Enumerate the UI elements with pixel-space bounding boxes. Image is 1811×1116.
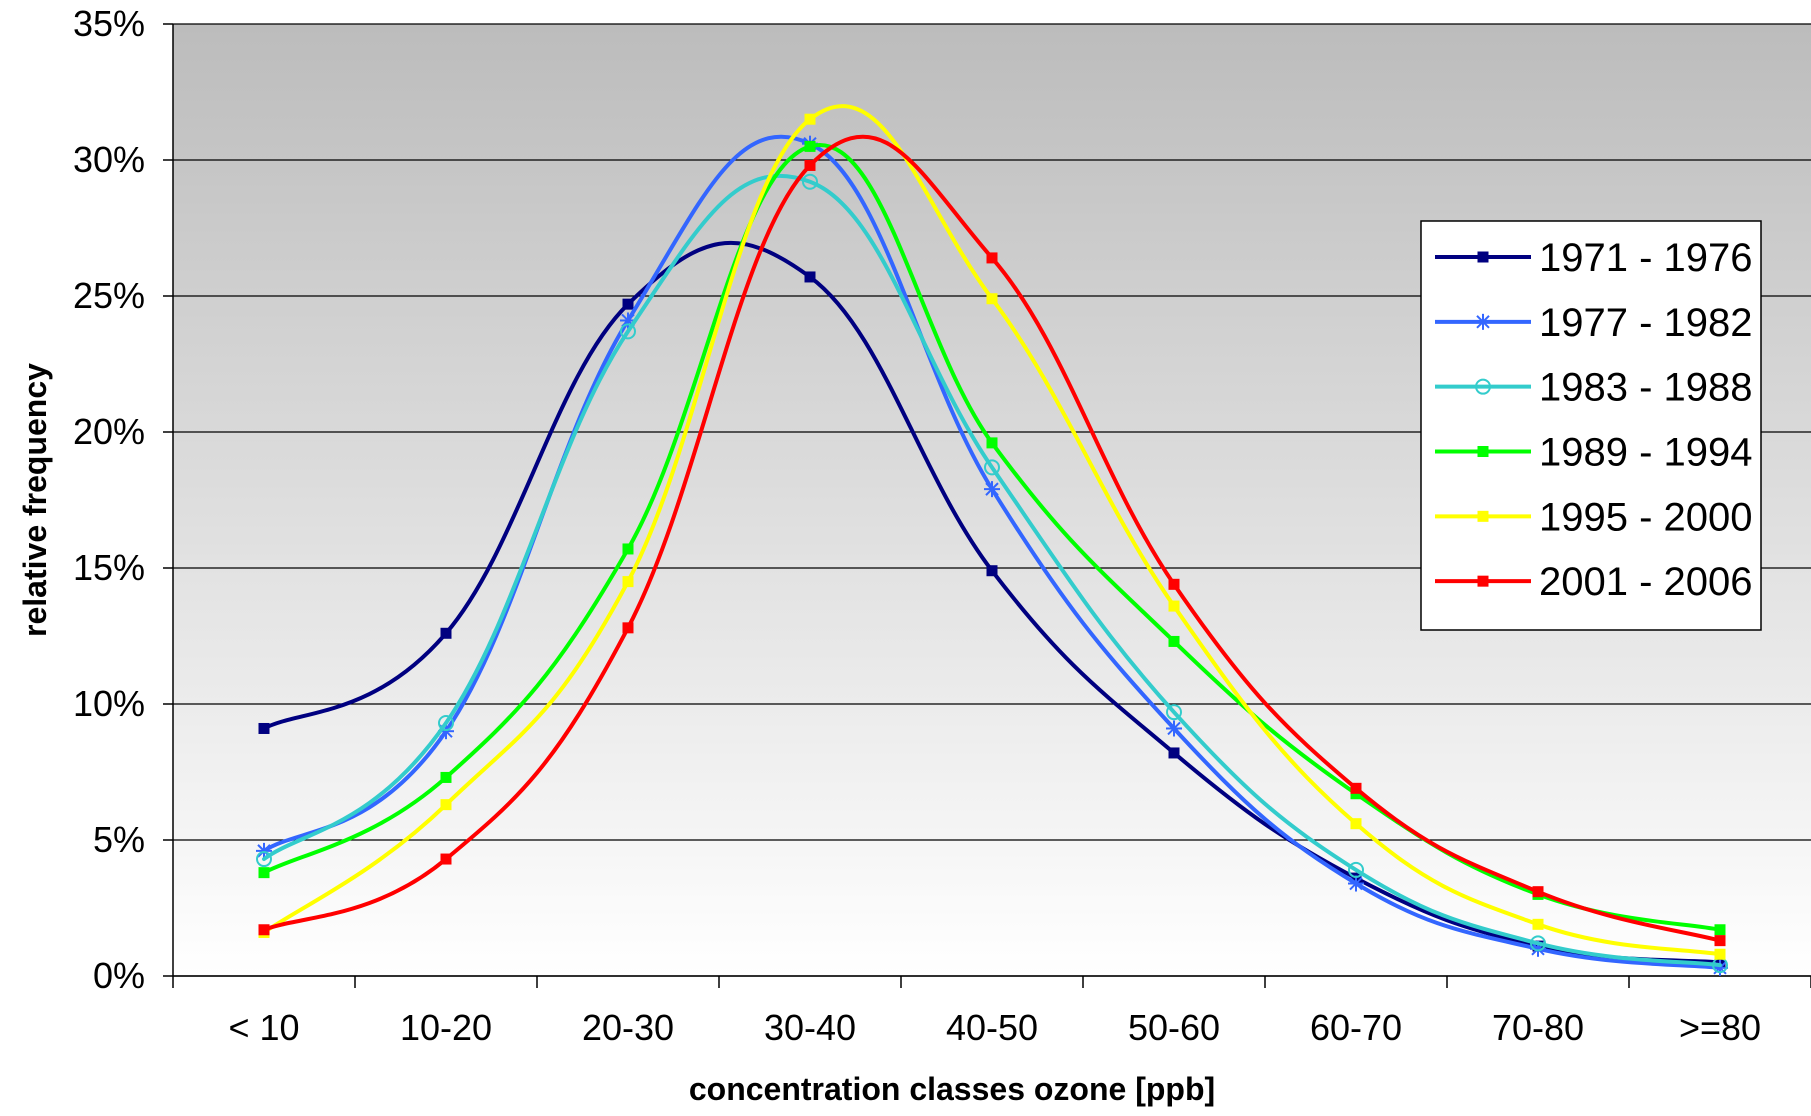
legend-marker (1475, 378, 1491, 395)
data-point (1350, 782, 1362, 794)
data-point (1168, 747, 1180, 759)
data-point (1530, 935, 1546, 952)
data-point (984, 481, 1000, 498)
data-point (986, 293, 998, 305)
data-point (256, 842, 272, 859)
legend-item: 1971 - 1976 (1435, 236, 1753, 280)
x-axis-title: concentration classes ozone [ppb] (689, 1071, 1215, 1107)
data-point (622, 622, 634, 634)
data-point (1348, 861, 1364, 878)
series-line (262, 104, 1722, 957)
data-point (620, 323, 636, 340)
data-point (622, 576, 634, 588)
x-tick-label: < 10 (228, 1007, 299, 1048)
legend-item: 2001 - 2006 (1435, 560, 1753, 604)
data-point (258, 867, 270, 879)
legend-label: 1983 - 1988 (1539, 366, 1753, 410)
data-point (438, 715, 454, 732)
legend-marker (1477, 446, 1489, 457)
data-point (804, 271, 816, 283)
data-point (1168, 600, 1180, 612)
data-point (804, 113, 816, 125)
y-axis-title: relative frequency (17, 363, 53, 637)
series-2 (256, 173, 1728, 974)
data-point (1532, 918, 1544, 930)
series-line (262, 134, 1722, 970)
legend-item: 1983 - 1988 (1435, 366, 1753, 410)
legend-label: 1989 - 1994 (1539, 431, 1753, 475)
y-tick-label: 5% (93, 819, 145, 860)
x-tick-label: 70-80 (1492, 1007, 1584, 1048)
data-point (1714, 924, 1726, 936)
legend-marker (1477, 251, 1489, 263)
data-point (258, 924, 270, 936)
legend-item: 1977 - 1982 (1435, 301, 1753, 345)
x-tick-label: 20-30 (582, 1007, 674, 1048)
data-point (986, 437, 998, 449)
data-point (622, 298, 634, 310)
data-point (1532, 886, 1544, 898)
data-point (622, 543, 634, 555)
legend-label: 1977 - 1982 (1539, 301, 1753, 345)
legend-marker (1475, 313, 1491, 330)
y-tick-label: 25% (73, 275, 145, 316)
y-tick-label: 35% (73, 3, 145, 44)
legend-label: 2001 - 2006 (1539, 560, 1753, 604)
series-line (262, 240, 1722, 965)
series-1 (256, 134, 1728, 976)
data-point (440, 771, 452, 783)
legend-marker (1477, 575, 1489, 587)
data-point (804, 140, 816, 152)
series-4 (258, 104, 1726, 960)
y-tick-label: 15% (73, 547, 145, 588)
data-point (440, 799, 452, 811)
series-5 (258, 134, 1726, 947)
x-tick-label: 30-40 (764, 1007, 856, 1048)
series-line (262, 134, 1722, 943)
data-point (440, 853, 452, 865)
x-tick-label: 60-70 (1310, 1007, 1402, 1048)
data-point (1166, 720, 1182, 737)
legend-label: 1971 - 1976 (1539, 236, 1753, 280)
x-tick-label: >=80 (1679, 1007, 1761, 1048)
y-tick-label: 30% (73, 139, 145, 180)
data-point (802, 173, 818, 190)
y-tick-label: 20% (73, 411, 145, 452)
data-point (1348, 875, 1364, 892)
data-point (256, 851, 272, 868)
data-point (1166, 704, 1182, 721)
data-point (984, 459, 1000, 476)
legend-marker (1477, 510, 1489, 522)
legend-box (1420, 220, 1762, 631)
data-point (258, 722, 270, 734)
data-point (1168, 578, 1180, 590)
y-tick-label: 10% (73, 683, 145, 724)
data-point (1350, 818, 1362, 830)
data-point (1168, 635, 1180, 647)
data-point (440, 627, 452, 639)
data-point (1714, 935, 1726, 947)
x-tick-label: 50-60 (1128, 1007, 1220, 1048)
legend-label: 1995 - 2000 (1539, 495, 1753, 539)
legend-item: 1989 - 1994 (1435, 431, 1753, 475)
data-point (1714, 948, 1726, 960)
data-point (986, 565, 998, 577)
y-tick-label: 0% (93, 955, 145, 996)
data-point (986, 252, 998, 264)
data-point (804, 159, 816, 171)
series-line (262, 173, 1722, 968)
legend-item: 1995 - 2000 (1435, 495, 1753, 539)
x-tick-label: 10-20 (400, 1007, 492, 1048)
x-tick-label: 40-50 (946, 1007, 1038, 1048)
